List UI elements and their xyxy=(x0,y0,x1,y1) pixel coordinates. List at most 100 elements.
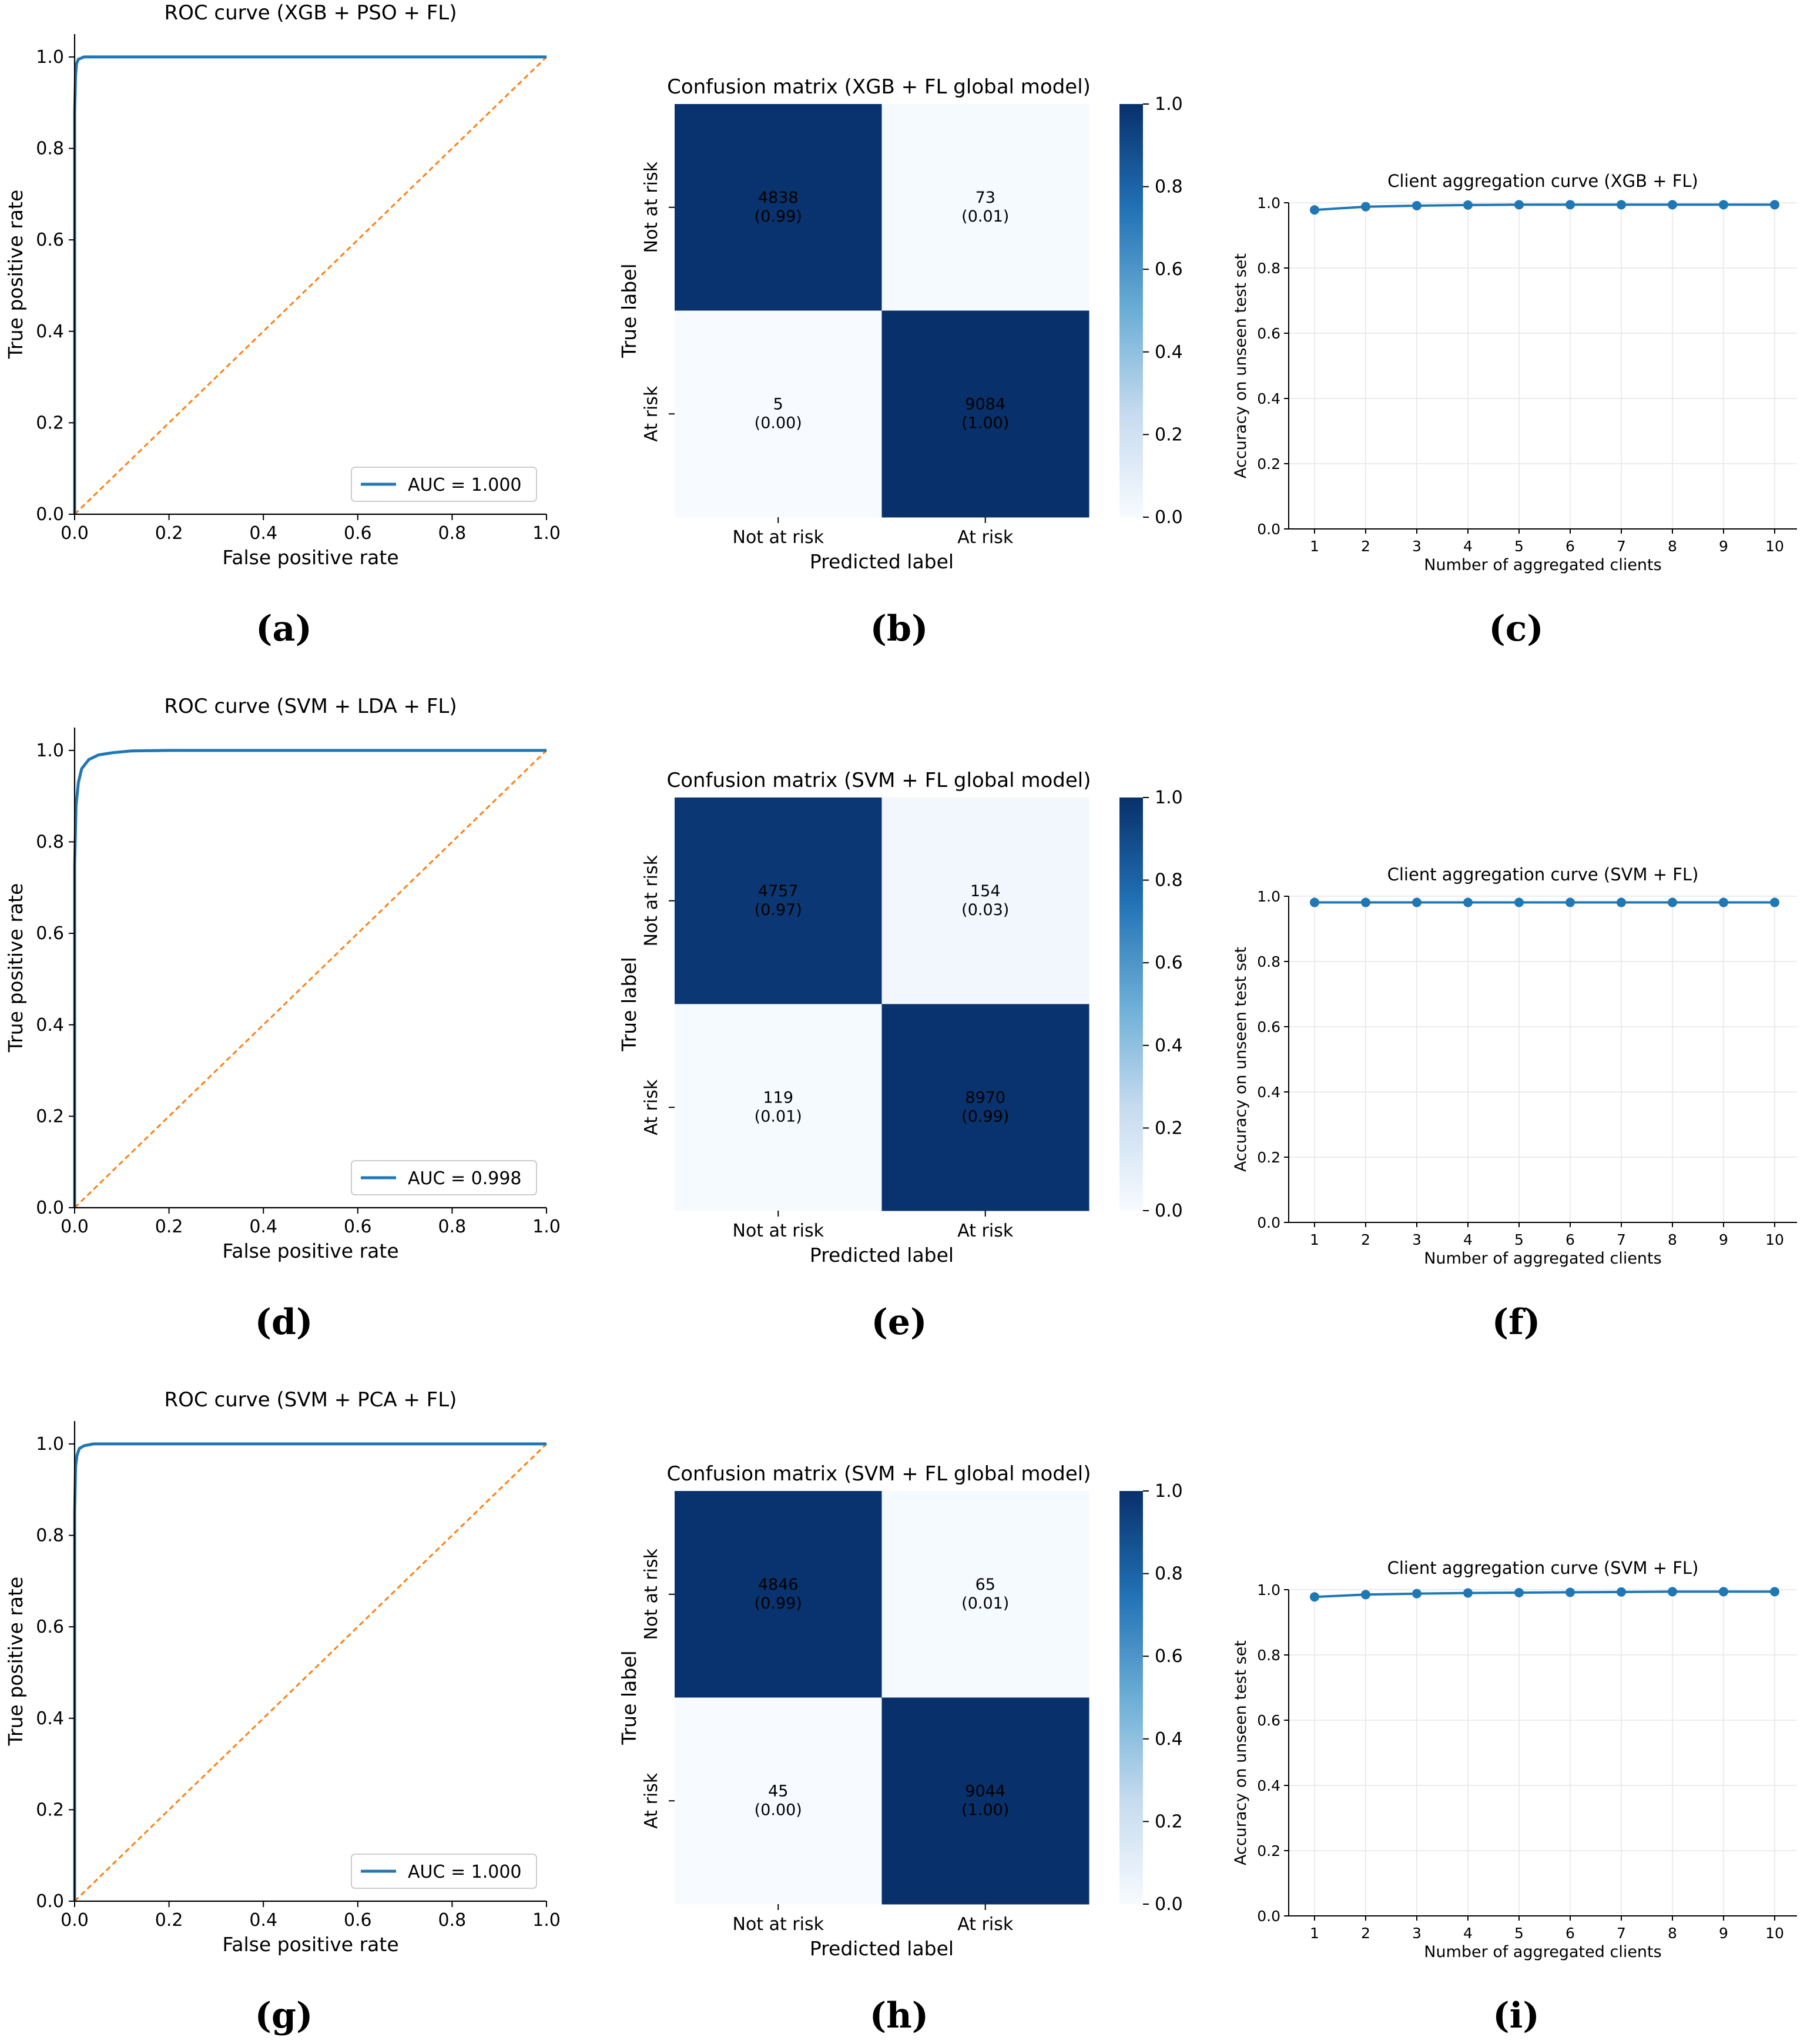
confusion-cell xyxy=(675,104,882,311)
agg-point xyxy=(1668,200,1677,210)
roc-legend-box xyxy=(351,1160,537,1195)
agg-x-tick-label: 5 xyxy=(1514,1231,1524,1248)
agg-point xyxy=(1514,897,1524,907)
agg-x-tick-label: 4 xyxy=(1463,1925,1473,1942)
agg-point xyxy=(1463,200,1473,210)
roc-x-tick-label: 0.0 xyxy=(61,1910,89,1931)
roc-curve-line xyxy=(73,749,547,1208)
agg-point xyxy=(1310,1592,1319,1602)
colorbar-tick-label: 0.6 xyxy=(1155,259,1183,280)
roc-chance-line xyxy=(73,749,548,1209)
confusion-x-tick-label: At risk xyxy=(957,1914,1014,1935)
agg-x-tick-label: 3 xyxy=(1412,538,1422,555)
roc-x-tick-label: 0.2 xyxy=(155,1217,183,1237)
colorbar-tick-label: 1.0 xyxy=(1155,94,1183,115)
confusion-ratio: (1.00) xyxy=(961,1801,1009,1819)
colorbar-tick-label: 0.8 xyxy=(1155,177,1183,197)
agg-x-tick-label: 6 xyxy=(1565,1231,1575,1248)
agg-x-tick-label: 3 xyxy=(1412,1925,1422,1942)
panel-caption: (i) xyxy=(1493,1995,1540,2036)
roc-y-tick-label: 0.4 xyxy=(36,1708,64,1729)
agg-y-tick-label: 0.8 xyxy=(1257,1647,1280,1664)
roc-panel-g: 0.0 0.2 0.4 0.6 0.8 1.0 0.0 0.2 0.4 0.6 0.8 1.0 ROC … xyxy=(4,1388,561,2036)
colorbar-tick-label: 0.4 xyxy=(1155,1036,1183,1056)
agg-point xyxy=(1770,897,1779,907)
agg-y-tick-label: 0.6 xyxy=(1257,1712,1280,1729)
agg-x-tick-label: 5 xyxy=(1514,538,1524,555)
confusion-count: 65 xyxy=(975,1576,995,1594)
agg-y-tick-label: 0.8 xyxy=(1257,260,1280,277)
roc-x-tick-label: 1.0 xyxy=(532,523,561,544)
agg-point xyxy=(1770,1587,1779,1597)
colorbar-tick-label: 0.2 xyxy=(1155,424,1183,445)
colorbar xyxy=(1119,104,1143,517)
confusion-title: Confusion matrix (SVM + FL global model) xyxy=(666,769,1091,792)
roc-title: ROC curve (SVM + LDA + FL) xyxy=(164,695,457,718)
confusion-ratio: (0.03) xyxy=(961,901,1009,919)
agg-x-tick-label: 8 xyxy=(1668,1925,1677,1942)
agg-point xyxy=(1719,897,1728,907)
colorbar-tick-label: 0.4 xyxy=(1155,342,1183,363)
confusion-x-tick-label: At risk xyxy=(957,1221,1014,1241)
confusion-y-tick-label: At risk xyxy=(641,1079,662,1135)
roc-x-tick-label: 0.4 xyxy=(249,1217,277,1237)
confusion-panel-e: 4757(0.97) 154(0.03) 119(0.01) 8970(0.99) No… xyxy=(618,769,1183,1343)
confusion-cell xyxy=(881,310,1089,518)
roc-x-label: False positive rate xyxy=(222,1239,398,1262)
confusion-title: Confusion matrix (XGB + FL global model) xyxy=(667,75,1091,99)
panel-caption: (a) xyxy=(256,608,312,649)
roc-y-tick-label: 0.8 xyxy=(36,1526,64,1546)
roc-legend-label: AUC = 1.000 xyxy=(408,1862,522,1882)
panel-caption: (e) xyxy=(871,1302,927,1343)
agg-x-tick-label: 1 xyxy=(1310,1231,1319,1248)
confusion-y-label: True label xyxy=(618,263,641,358)
roc-y-tick-label: 0.2 xyxy=(36,1800,64,1820)
aggregation-panel-i: 1 2 3 4 5 6 7 8 9 10 0.0 0.2 0.4 0.6 0.8 1.0 Client aggr… xyxy=(1232,1558,1797,2036)
agg-title: Client aggregation curve (XGB + FL) xyxy=(1387,171,1698,191)
confusion-panel-h: 4846(0.99) 65(0.01) 45(0.00) 9044(1.00) Not … xyxy=(618,1462,1183,2036)
agg-x-tick-label: 6 xyxy=(1565,538,1575,555)
agg-x-label: Number of aggregated clients xyxy=(1424,1943,1661,1961)
roc-y-tick-label: 0.8 xyxy=(36,139,64,159)
agg-point xyxy=(1361,897,1370,907)
agg-x-tick-label: 9 xyxy=(1719,1925,1728,1942)
roc-y-tick-label: 1.0 xyxy=(36,1434,64,1455)
roc-y-tick-label: 0.0 xyxy=(36,1891,64,1912)
agg-x-tick-label: 1 xyxy=(1310,1925,1319,1942)
confusion-count: 4846 xyxy=(758,1576,799,1594)
roc-x-tick-label: 0.0 xyxy=(61,1217,89,1237)
agg-y-tick-label: 1.0 xyxy=(1257,195,1280,212)
agg-y-tick-label: 0.0 xyxy=(1257,1908,1280,1925)
confusion-count: 45 xyxy=(768,1782,788,1800)
roc-x-tick-label: 1.0 xyxy=(532,1910,561,1931)
confusion-y-label: True label xyxy=(618,957,641,1051)
roc-y-tick-label: 0.6 xyxy=(36,923,64,944)
agg-y-label: Accuracy on unseen test set xyxy=(1232,1640,1250,1865)
confusion-y-tick-label: At risk xyxy=(641,386,662,442)
agg-y-label: Accuracy on unseen test set xyxy=(1232,253,1250,478)
confusion-ratio: (0.01) xyxy=(961,1594,1009,1613)
colorbar xyxy=(1119,1491,1143,1904)
confusion-panel-b: 4838(0.99) 73(0.01) 5(0.00) 9084(1.00) Not a… xyxy=(618,75,1183,649)
colorbar xyxy=(1119,798,1143,1211)
agg-y-tick-label: 0.2 xyxy=(1257,455,1280,473)
confusion-y-tick-label: Not at risk xyxy=(641,1548,662,1640)
roc-y-tick-label: 0.8 xyxy=(36,832,64,853)
confusion-ratio: (1.00) xyxy=(961,414,1009,432)
agg-y-tick-label: 0.4 xyxy=(1257,390,1280,407)
agg-y-label: Accuracy on unseen test set xyxy=(1232,947,1250,1172)
agg-y-tick-label: 0.6 xyxy=(1257,325,1280,342)
confusion-cell xyxy=(881,798,1089,1004)
agg-point xyxy=(1668,1587,1677,1597)
agg-y-tick-label: 0.0 xyxy=(1257,521,1280,538)
agg-point xyxy=(1617,1587,1626,1597)
agg-y-tick-label: 0.0 xyxy=(1257,1214,1280,1231)
roc-y-tick-label: 0.4 xyxy=(36,321,64,342)
confusion-count: 9044 xyxy=(965,1782,1005,1800)
confusion-count: 4757 xyxy=(758,882,799,900)
roc-y-tick-label: 0.2 xyxy=(36,413,64,433)
agg-point xyxy=(1412,1589,1422,1599)
agg-x-tick-label: 9 xyxy=(1719,538,1728,555)
roc-x-tick-label: 0.2 xyxy=(155,1910,183,1931)
agg-point xyxy=(1565,897,1575,907)
